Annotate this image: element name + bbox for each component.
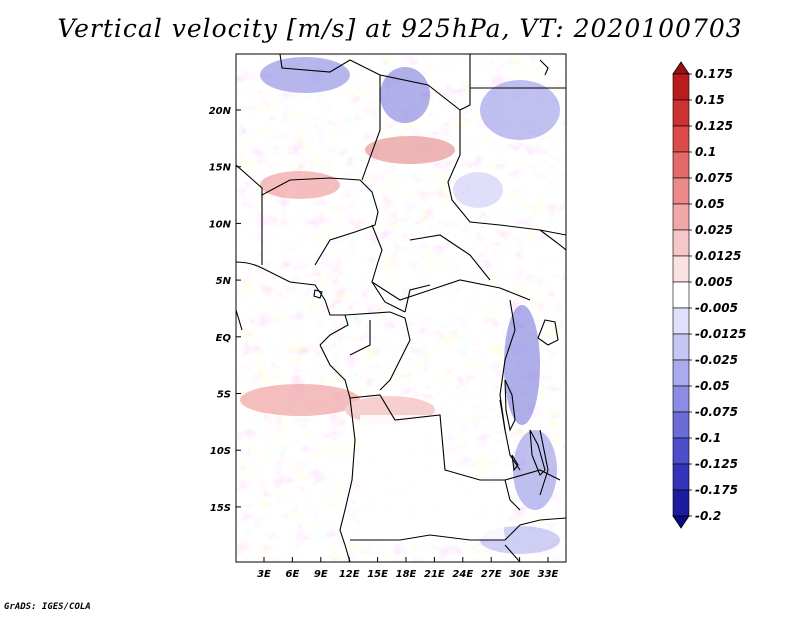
colorbar-label: 0.0125 xyxy=(695,249,741,263)
colorbar-swatch xyxy=(672,281,690,309)
lon-label: 3E xyxy=(257,569,271,580)
lon-label: 12E xyxy=(339,569,360,580)
lon-label: 21E xyxy=(424,569,445,580)
colorbar-swatch xyxy=(672,203,690,231)
lat-label: 20N xyxy=(209,106,232,117)
lon-label: 24E xyxy=(452,569,473,580)
colorbar-label: -0.2 xyxy=(695,509,721,523)
software-credit: GrADS: IGES/COLA xyxy=(4,602,91,612)
lat-label: 5N xyxy=(216,276,232,287)
colorbar-swatch xyxy=(672,307,690,335)
map-frame xyxy=(235,53,567,563)
lon-label: 15E xyxy=(367,569,388,580)
colorbar-swatch xyxy=(672,125,690,153)
lon-label: 33E xyxy=(538,569,559,580)
lat-label: 10S xyxy=(210,446,231,457)
lakes xyxy=(313,59,559,476)
colorbar-swatch xyxy=(672,489,690,517)
colorbar-label: -0.125 xyxy=(695,457,738,471)
colorbar-swatch xyxy=(672,411,690,439)
lon-label: 6E xyxy=(286,569,300,580)
colorbar-swatch xyxy=(672,255,690,283)
longitude-axis: 3E 6E 9E 12E 15E 18E 21E 24E 27E 30E 33E xyxy=(257,557,559,580)
colorbar-swatch xyxy=(672,333,690,361)
lon-label: 18E xyxy=(396,569,417,580)
colorbar-label: 0.05 xyxy=(695,197,725,211)
colorbar-swatch xyxy=(672,61,690,75)
colorbar-swatch xyxy=(672,73,690,101)
colorbar-swatch xyxy=(672,515,690,529)
lat-label: 5S xyxy=(217,390,231,401)
velocity-field xyxy=(236,54,566,562)
colorbar-label: -0.005 xyxy=(695,301,738,315)
colorbar-swatch xyxy=(672,99,690,127)
colorbar-label: -0.05 xyxy=(695,379,730,393)
lat-label: 15N xyxy=(209,163,232,174)
lat-label: EQ xyxy=(216,333,232,344)
colorbar-label: 0.125 xyxy=(695,119,733,133)
chart-title: Vertical velocity [m/s] at 925hPa, VT: 2… xyxy=(57,14,743,43)
colorbar-swatch xyxy=(672,177,690,205)
colorbar-label: 0.005 xyxy=(695,275,733,289)
lat-label: 10N xyxy=(209,219,232,230)
colorbar-label: -0.175 xyxy=(695,483,738,497)
colorbar-swatch xyxy=(672,437,690,465)
colorbar-swatch xyxy=(672,359,690,387)
colorbar-swatch xyxy=(672,229,690,257)
lon-label: 30E xyxy=(509,569,530,580)
colorbar-label: 0.175 xyxy=(695,67,733,81)
colorbar-label: 0.1 xyxy=(695,145,716,159)
colorbar-swatch xyxy=(672,463,690,491)
latitude-axis: 20N 15N 10N 5N EQ 5S 10S 15S xyxy=(209,106,241,514)
colorbar-label: -0.075 xyxy=(695,405,738,419)
colorbar-swatch xyxy=(672,385,690,413)
lon-label: 9E xyxy=(314,569,328,580)
colorbar: 0.175 0.15 0.125 0.1 0.075 0.05 0.025 0.0125 0.0… xyxy=(672,61,746,529)
colorbar-label: 0.025 xyxy=(695,223,733,237)
colorbar-label: -0.1 xyxy=(695,431,721,445)
country-borders xyxy=(236,54,566,562)
colorbar-label: -0.0125 xyxy=(695,327,746,341)
lat-label: 15S xyxy=(210,503,231,514)
lon-label: 27E xyxy=(481,569,502,580)
colorbar-label: -0.025 xyxy=(695,353,738,367)
colorbar-label: 0.15 xyxy=(695,93,725,107)
colorbar-swatch xyxy=(672,151,690,179)
colorbar-label: 0.075 xyxy=(695,171,733,185)
